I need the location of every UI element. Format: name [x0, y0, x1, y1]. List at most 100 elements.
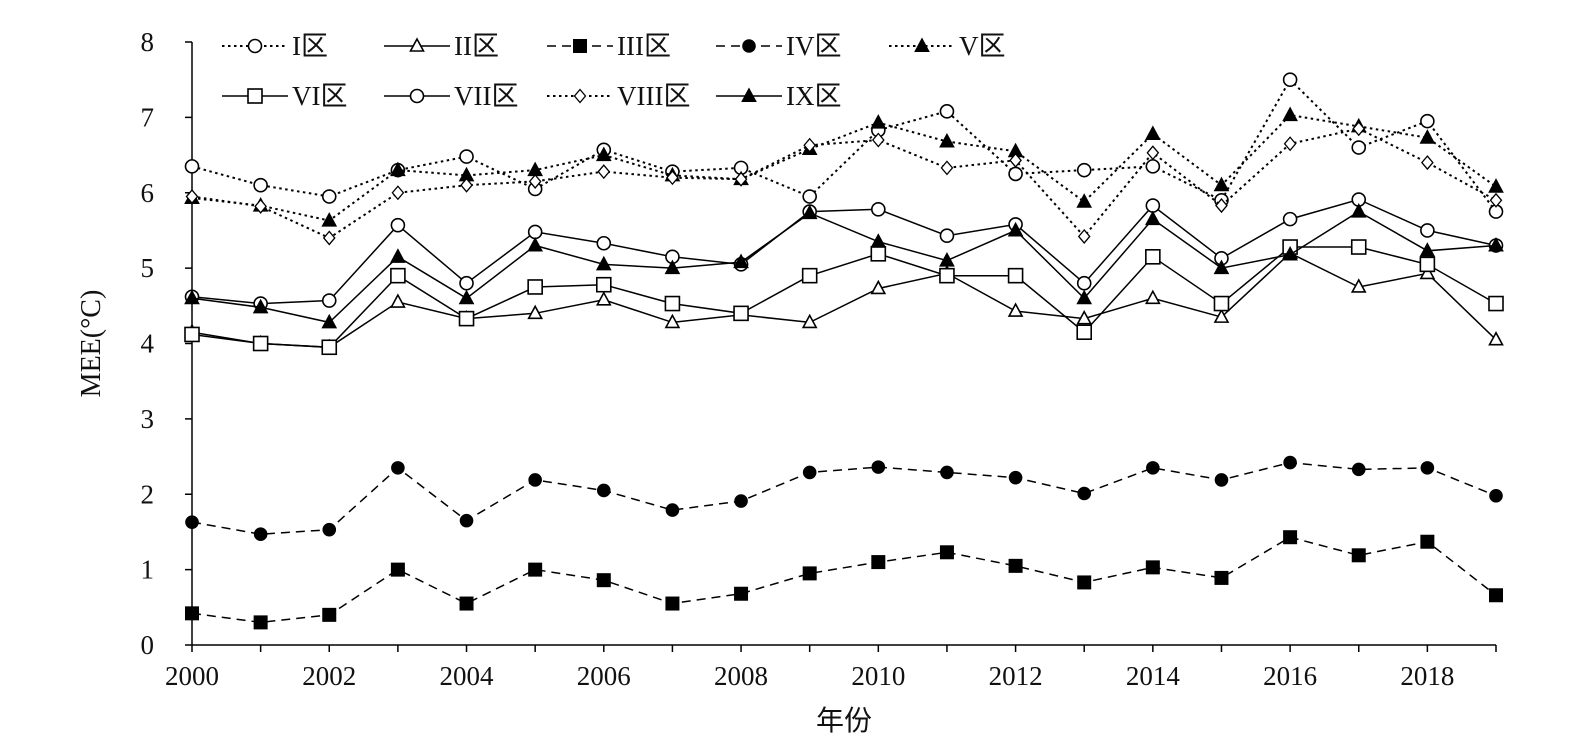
data-point	[1283, 530, 1298, 545]
data-point	[1008, 558, 1023, 573]
data-point	[1145, 249, 1161, 265]
data-point	[390, 562, 405, 577]
data-point	[871, 132, 885, 148]
data-point	[940, 160, 954, 176]
data-point	[459, 596, 474, 611]
x-tick-label: 2000	[165, 661, 219, 691]
y-tick-label: 4	[141, 329, 155, 359]
data-point	[1420, 534, 1435, 549]
legend-marker	[409, 88, 425, 104]
data-point	[664, 259, 681, 275]
legend-item: VIII区	[547, 81, 690, 111]
data-point	[870, 233, 887, 248]
data-point	[321, 212, 338, 227]
data-point	[252, 335, 269, 352]
data-point	[1077, 486, 1092, 501]
data-point	[1489, 192, 1503, 208]
data-point	[1420, 113, 1435, 129]
data-point	[734, 586, 749, 601]
data-point	[1076, 324, 1093, 340]
data-point	[1076, 275, 1092, 291]
data-point	[870, 114, 887, 129]
data-point	[252, 298, 269, 314]
data-point	[733, 253, 749, 269]
data-point	[664, 295, 681, 312]
data-point	[801, 204, 818, 220]
data-point	[1419, 129, 1436, 144]
data-point	[322, 230, 336, 246]
data-point	[1007, 302, 1024, 317]
data-point	[1077, 575, 1092, 590]
data-point	[321, 293, 337, 308]
data-point	[1146, 145, 1160, 161]
data-point	[184, 289, 200, 305]
x-tick-label: 2016	[1263, 661, 1317, 691]
data-point	[254, 198, 267, 214]
data-point	[321, 313, 338, 329]
series-1	[184, 72, 1504, 219]
data-point	[1351, 548, 1366, 563]
data-point	[321, 189, 337, 204]
data-point	[1419, 264, 1436, 280]
data-point	[595, 146, 612, 162]
legend-label: VIII区	[617, 81, 690, 111]
data-point	[1145, 125, 1161, 140]
data-point	[528, 173, 542, 189]
data-point	[527, 279, 543, 295]
series-group	[184, 72, 1504, 630]
data-point	[1008, 166, 1023, 182]
data-point	[666, 170, 679, 186]
data-point	[596, 235, 612, 251]
data-point	[390, 161, 406, 177]
data-point	[870, 246, 887, 262]
y-tick-label: 0	[141, 630, 155, 660]
data-point	[1076, 193, 1093, 208]
series-line	[191, 78, 1497, 213]
data-point	[802, 566, 817, 581]
data-point	[184, 159, 200, 174]
data-point	[185, 515, 199, 529]
data-point	[939, 267, 955, 284]
y-axis-title: MEE(°C)	[76, 290, 107, 398]
data-point	[1076, 309, 1093, 325]
data-point	[734, 171, 748, 187]
data-point	[1007, 221, 1024, 237]
data-point	[1350, 239, 1367, 255]
data-point	[940, 465, 954, 480]
data-point	[597, 164, 611, 180]
legend-item: IX区	[716, 81, 842, 111]
data-point	[527, 236, 543, 252]
data-point	[1420, 461, 1435, 475]
data-point	[802, 465, 817, 480]
data-point	[458, 289, 475, 305]
data-point	[1009, 152, 1022, 168]
data-point	[185, 189, 199, 205]
data-point	[528, 562, 543, 577]
legend-label: III区	[617, 31, 671, 61]
data-point	[391, 461, 405, 475]
data-point	[595, 276, 612, 293]
data-point	[527, 224, 543, 240]
legend-item: VI区	[222, 81, 348, 111]
data-point	[1213, 176, 1230, 192]
data-point	[322, 607, 337, 622]
data-point	[1351, 462, 1366, 477]
data-point	[1489, 488, 1503, 503]
data-point	[184, 326, 200, 343]
data-point	[733, 305, 749, 322]
data-point	[1215, 198, 1228, 214]
data-point	[1420, 223, 1435, 238]
data-point	[185, 606, 199, 621]
data-point	[939, 545, 954, 560]
legend-marker	[914, 37, 930, 52]
data-point	[664, 313, 681, 329]
data-point	[1282, 72, 1298, 87]
series-4	[185, 455, 1503, 541]
data-point	[939, 228, 955, 244]
data-point	[1282, 246, 1298, 261]
x-tick-label: 2006	[577, 661, 631, 691]
series-line	[191, 536, 1497, 624]
data-point	[871, 202, 886, 217]
x-tick-label: 2010	[851, 661, 905, 691]
